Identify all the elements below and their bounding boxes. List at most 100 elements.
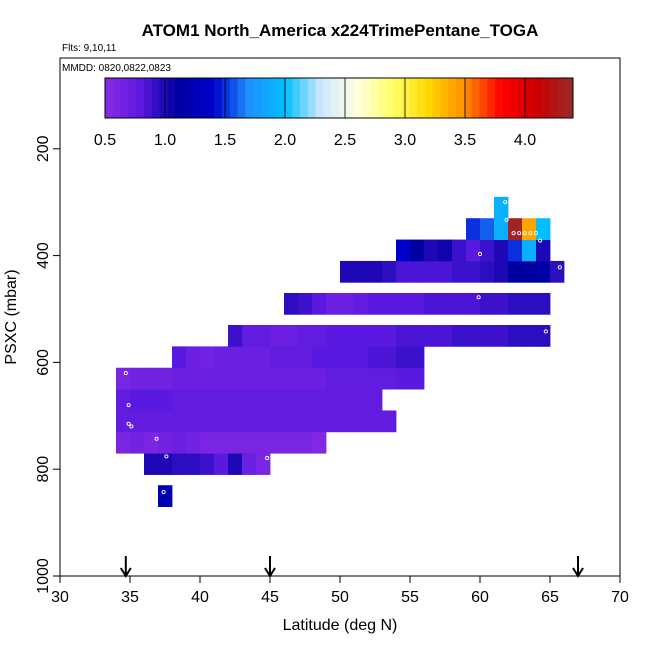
colorbar-segment — [346, 78, 356, 118]
heatmap-cell — [200, 367, 215, 390]
heatmap-cell — [144, 431, 159, 454]
heatmap-cell — [340, 260, 355, 283]
heatmap-cell — [312, 292, 327, 315]
heatmap-cell — [466, 325, 481, 347]
colorbar-segment — [479, 78, 488, 118]
colorbar-segment — [471, 78, 480, 118]
sample-point — [154, 436, 159, 441]
colorbar-segment — [190, 78, 200, 118]
heatmap-cell — [228, 346, 243, 369]
colorbar-segment — [276, 78, 285, 118]
heatmap-cell — [186, 431, 201, 454]
heatmap-cell — [480, 292, 495, 315]
x-tick-label: 65 — [541, 589, 559, 606]
heatmap-cell — [256, 346, 271, 369]
heatmap-cell — [270, 431, 285, 454]
colorbar-segment — [502, 78, 512, 118]
sample-point — [129, 424, 134, 429]
heatmap-cell — [284, 346, 299, 369]
colorbar-segment — [112, 78, 122, 118]
heatmap-cell — [494, 260, 509, 283]
colorbar-segment — [370, 78, 379, 118]
y-tick-label: 800 — [35, 456, 52, 483]
heatmap-cell — [312, 367, 327, 390]
heatmap-cell — [326, 292, 341, 315]
heatmap-cell — [368, 389, 383, 411]
colorbar-segment — [487, 78, 496, 118]
sample-point — [265, 455, 270, 461]
heatmap-cell — [452, 292, 467, 315]
heatmap-cell — [256, 453, 271, 475]
heatmap-cell — [410, 346, 425, 369]
sample-point — [126, 421, 131, 426]
y-axis: 200 400 600 800 1000 — [35, 135, 60, 594]
heatmap-cell — [368, 325, 383, 347]
colorbar-segment — [424, 78, 434, 118]
colorbar-segment — [432, 78, 441, 118]
colorbar-tick-label: 3.0 — [394, 132, 416, 149]
sample-point — [528, 231, 533, 236]
heatmap-cell — [144, 453, 159, 475]
colorbar-segment — [300, 78, 309, 118]
colorbar-segment — [339, 78, 348, 118]
colorbar-segment — [331, 78, 340, 118]
heatmap-cell — [396, 346, 411, 369]
heatmap-cell — [242, 367, 257, 390]
x-tick-label: 40 — [191, 589, 209, 606]
heatmap-cell — [410, 260, 425, 283]
heatmap-cells — [116, 196, 565, 507]
colorbar-segment — [565, 78, 574, 118]
y-tick-label: 1000 — [35, 558, 52, 594]
heatmap-cell — [312, 346, 327, 369]
x-tick-label: 70 — [611, 589, 629, 606]
heatmap-cell — [550, 260, 565, 283]
heatmap-cell — [172, 389, 187, 411]
colorbar-segment — [456, 78, 465, 118]
sample-point — [533, 231, 539, 236]
sample-point — [517, 231, 522, 236]
colorbar-segment — [378, 78, 387, 118]
heatmap-cell — [480, 239, 495, 262]
colorbar-segment — [541, 78, 551, 118]
colorbar-segment — [159, 78, 168, 118]
heatmap-cell — [466, 292, 481, 315]
heatmap-cell — [424, 325, 439, 347]
heatmap-cell — [242, 453, 257, 475]
heatmap-cell — [228, 453, 243, 475]
colorbar-segment — [151, 78, 161, 118]
heatmap-cell — [382, 346, 397, 369]
heatmap-cell — [270, 410, 285, 433]
x-tick-label: 55 — [401, 589, 419, 606]
heatmap-cell — [158, 367, 173, 390]
heatmap-cell — [494, 218, 509, 240]
y-tick-label: 600 — [35, 349, 52, 376]
heatmap-cell — [172, 453, 187, 475]
colorbar-segment — [222, 78, 231, 118]
heatmap-cell — [116, 431, 131, 454]
colorbar-tick-label: 4.0 — [514, 132, 536, 149]
heatmap-cell — [396, 325, 411, 347]
heatmap-cell — [214, 367, 229, 390]
heatmap-cell — [200, 431, 215, 454]
heatmap-cell — [536, 218, 551, 240]
dates-label: MMDD: 0820,0822,0823 — [62, 63, 171, 74]
heatmap-cell — [340, 389, 355, 411]
heatmap-cell — [536, 239, 551, 262]
sample-point — [477, 251, 483, 257]
heatmap-cell — [340, 325, 355, 347]
heatmap-cell — [214, 346, 229, 369]
heatmap-cell — [438, 292, 453, 315]
colorbar-segment — [385, 78, 395, 118]
heatmap-cell — [326, 410, 341, 433]
heatmap-cell — [186, 453, 201, 475]
sample-point — [164, 454, 169, 459]
colorbar-segment — [417, 78, 426, 118]
colorbar-tick-label: 1.0 — [154, 132, 176, 149]
heatmap-cell — [340, 410, 355, 433]
heatmap-cell — [130, 389, 145, 411]
heatmap-cell — [410, 292, 425, 315]
heatmap-cell — [298, 431, 313, 454]
heatmap-cell — [340, 346, 355, 369]
sample-point — [540, 283, 546, 289]
heatmap-cell — [200, 346, 215, 369]
